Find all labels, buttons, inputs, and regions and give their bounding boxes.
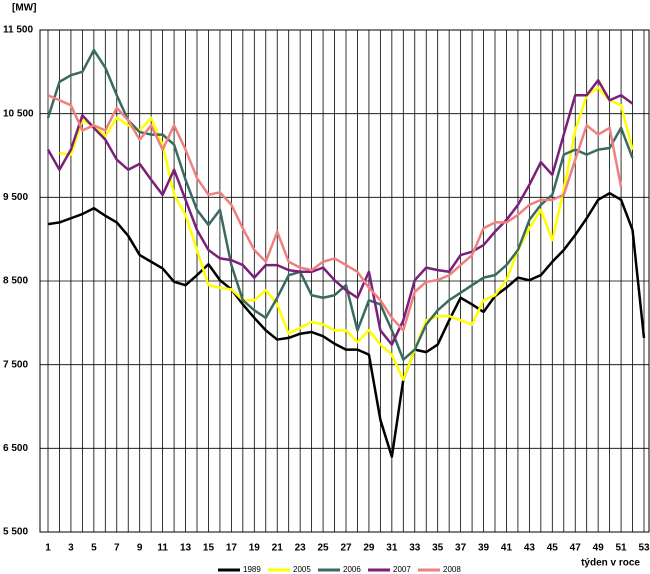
- y-tick-label: 7 500: [3, 359, 28, 370]
- x-tick-label: 13: [180, 543, 192, 554]
- x-tick-label: 3: [68, 543, 74, 554]
- x-tick-label: 11: [157, 543, 168, 554]
- x-tick-label: 53: [638, 543, 650, 554]
- x-tick-label: 51: [616, 543, 628, 554]
- legend-item: 2007: [368, 565, 411, 574]
- legend-item: 2005: [268, 565, 311, 574]
- y-tick-label: 10 500: [3, 108, 34, 119]
- x-tick-label: 37: [455, 543, 467, 554]
- x-tick-label: 9: [137, 543, 143, 554]
- x-tick-label: 35: [432, 543, 444, 554]
- series-line: [46, 48, 634, 361]
- x-tick-label: 25: [318, 543, 330, 554]
- series-line: [47, 191, 646, 458]
- x-tick-label: 17: [226, 543, 238, 554]
- x-tick-label: 1: [45, 543, 51, 554]
- y-tick-label: 9 500: [3, 192, 28, 203]
- x-tick-label: 49: [593, 543, 605, 554]
- x-tick-label: 39: [478, 543, 490, 554]
- series-line: [46, 78, 634, 346]
- x-tick-label: 15: [203, 543, 215, 554]
- x-tick-label: 41: [501, 543, 513, 554]
- y-tick-label: 5 500: [3, 527, 28, 538]
- legend-label: 2007: [393, 565, 411, 574]
- legend-item: 2008: [418, 565, 461, 574]
- x-tick-label: 43: [524, 543, 536, 554]
- legend-label: 2008: [443, 565, 461, 574]
- y-tick-label: 6 500: [3, 443, 28, 454]
- x-tick-label: 5: [91, 543, 97, 554]
- x-tick-label: 27: [340, 543, 352, 554]
- x-tick-label: 29: [363, 543, 375, 554]
- legend-label: 1989: [243, 565, 261, 574]
- y-tick-label: 8 500: [3, 276, 28, 287]
- x-tick-label: 31: [386, 543, 398, 554]
- x-tick-label: 33: [409, 543, 421, 554]
- x-tick-label: 7: [114, 543, 120, 554]
- legend-item: 1989: [218, 565, 261, 574]
- x-axis-label: týden v roce: [581, 558, 640, 569]
- legend-label: 2006: [343, 565, 361, 574]
- x-tick-label: 45: [547, 543, 559, 554]
- x-tick-label: 21: [272, 543, 284, 554]
- series-line: [47, 94, 623, 332]
- legend-item: 2006: [318, 565, 361, 574]
- x-tick-label: 47: [570, 543, 582, 554]
- x-tick-label: 23: [295, 543, 307, 554]
- legend-label: 2005: [293, 565, 311, 574]
- y-axis-label: [MW]: [12, 3, 36, 14]
- x-tick-label: 19: [249, 543, 261, 554]
- y-tick-label: 11 500: [3, 25, 33, 36]
- series-line: [59, 86, 634, 381]
